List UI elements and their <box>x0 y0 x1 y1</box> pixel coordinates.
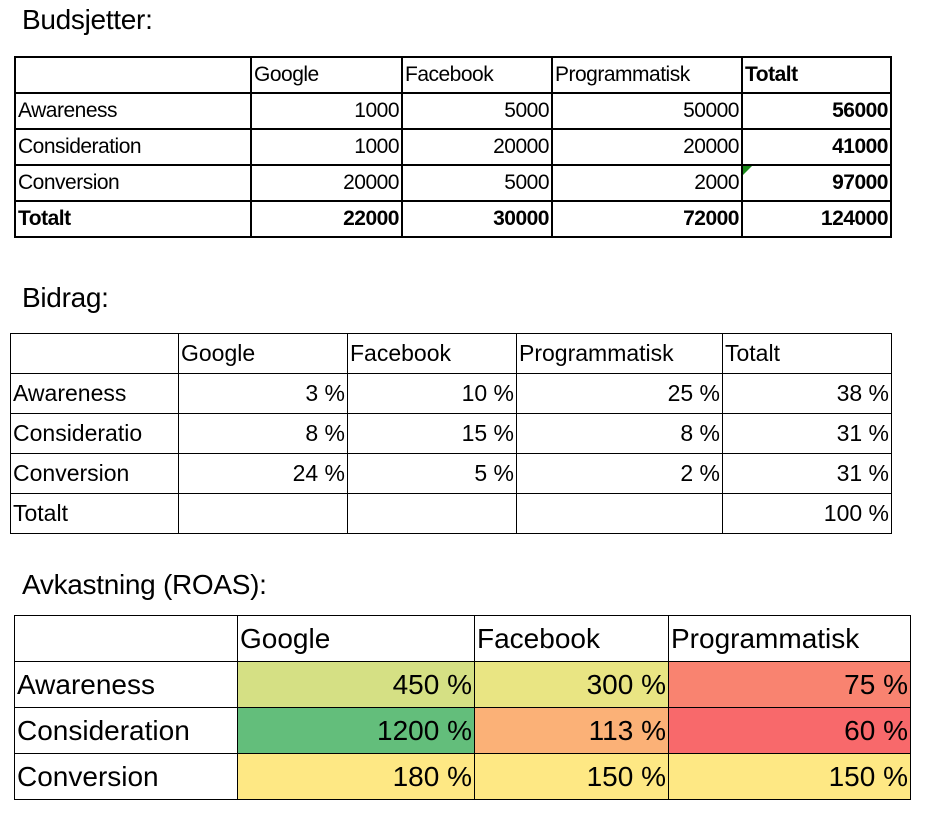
row-label[interactable]: Totalt <box>10 493 179 534</box>
row-label[interactable]: Totalt <box>14 200 252 238</box>
table-row: Consideration 1200 % 113 % 60 % <box>14 707 911 754</box>
value-cell[interactable]: 2 % <box>516 453 723 494</box>
value-cell[interactable]: 8 % <box>178 413 348 454</box>
total-cell[interactable]: 124000 <box>741 200 892 238</box>
row-label[interactable]: Awareness <box>10 373 179 414</box>
column-header[interactable]: Programmatisk <box>668 615 911 662</box>
table-row: Conversion 180 % 150 % 150 % <box>14 753 911 800</box>
value-cell[interactable]: 15 % <box>347 413 517 454</box>
table-row: Totalt 100 % <box>10 493 892 534</box>
row-label[interactable]: Consideratio <box>10 413 179 454</box>
value-cell[interactable]: 1200 % <box>237 707 475 754</box>
table-row: Awareness 450 % 300 % 75 % <box>14 661 911 708</box>
value-cell[interactable] <box>178 493 348 534</box>
column-header[interactable]: Programmatisk <box>516 333 723 374</box>
value-cell[interactable] <box>516 493 723 534</box>
column-header[interactable]: Facebook <box>401 56 553 94</box>
total-cell[interactable]: 56000 <box>741 92 892 130</box>
column-header[interactable] <box>10 333 179 374</box>
value-cell[interactable]: 60 % <box>668 707 911 754</box>
value-cell[interactable]: 20000 <box>250 164 403 202</box>
header-row: Google Facebook Programmatisk Totalt <box>10 333 892 374</box>
row-label[interactable]: Awareness <box>14 661 238 708</box>
value-cell[interactable]: 22000 <box>250 200 403 238</box>
value-cell[interactable]: 31 % <box>722 453 892 494</box>
value-cell[interactable]: 75 % <box>668 661 911 708</box>
value-cell[interactable]: 31 % <box>722 413 892 454</box>
table-row: Conversion 24 % 5 % 2 % 31 % <box>10 453 892 494</box>
header-row: Google Facebook Programmatisk Totalt <box>14 56 892 94</box>
column-header[interactable]: Facebook <box>347 333 517 374</box>
value-cell[interactable]: 20000 <box>401 128 553 166</box>
value-cell[interactable]: 5000 <box>401 92 553 130</box>
contribution-title: Bidrag: <box>22 282 109 313</box>
value-cell[interactable]: 8 % <box>516 413 723 454</box>
value-cell[interactable]: 20000 <box>551 128 743 166</box>
value-cell[interactable]: 50000 <box>551 92 743 130</box>
value-cell[interactable]: 24 % <box>178 453 348 494</box>
roas-title: Avkastning (ROAS): <box>22 569 267 600</box>
value-cell[interactable] <box>347 493 517 534</box>
value-cell[interactable]: 1000 <box>250 92 403 130</box>
column-header[interactable]: Totalt <box>722 333 892 374</box>
column-header[interactable]: Google <box>178 333 348 374</box>
budget-table: Google Facebook Programmatisk Totalt Awarene… <box>14 56 892 238</box>
column-header[interactable]: Totalt <box>741 56 892 94</box>
column-header[interactable] <box>14 615 238 662</box>
total-cell[interactable]: 97000 <box>741 164 892 202</box>
row-label[interactable]: Consideration <box>14 128 252 166</box>
error-indicator-icon <box>744 167 752 175</box>
value-cell[interactable]: 1000 <box>250 128 403 166</box>
column-header[interactable]: Google <box>250 56 403 94</box>
value-cell[interactable]: 450 % <box>237 661 475 708</box>
row-label[interactable]: Consideration <box>14 707 238 754</box>
table-row: Consideration 1000 20000 20000 41000 <box>14 128 892 166</box>
column-header[interactable]: Programmatisk <box>551 56 743 94</box>
budget-title: Budsjetter: <box>22 4 153 35</box>
row-label[interactable]: Conversion <box>14 164 252 202</box>
row-label[interactable]: Awareness <box>14 92 252 130</box>
row-label[interactable]: Conversion <box>14 753 238 800</box>
value-cell[interactable]: 38 % <box>722 373 892 414</box>
header-row: Google Facebook Programmatisk <box>14 615 911 662</box>
value-cell[interactable]: 5000 <box>401 164 553 202</box>
total-cell[interactable]: 41000 <box>741 128 892 166</box>
column-header[interactable]: Google <box>237 615 475 662</box>
value-cell[interactable]: 3 % <box>178 373 348 414</box>
table-row: Awareness 3 % 10 % 25 % 38 % <box>10 373 892 414</box>
value-cell[interactable]: 25 % <box>516 373 723 414</box>
table-row: Conversion 20000 5000 2000 97000 <box>14 164 892 202</box>
value-cell[interactable]: 150 % <box>474 753 669 800</box>
value-cell[interactable]: 2000 <box>551 164 743 202</box>
column-header[interactable]: Facebook <box>474 615 669 662</box>
value-cell[interactable]: 113 % <box>474 707 669 754</box>
value-cell[interactable]: 300 % <box>474 661 669 708</box>
value-cell[interactable]: 30000 <box>401 200 553 238</box>
table-row: Consideratio 8 % 15 % 8 % 31 % <box>10 413 892 454</box>
value-cell[interactable]: 100 % <box>722 493 892 534</box>
value-cell[interactable]: 150 % <box>668 753 911 800</box>
roas-table: Google Facebook Programmatisk Awareness 450 … <box>14 615 911 800</box>
table-row: Totalt 22000 30000 72000 124000 <box>14 200 892 238</box>
value-cell[interactable]: 180 % <box>237 753 475 800</box>
row-label[interactable]: Conversion <box>10 453 179 494</box>
contribution-table: Google Facebook Programmatisk Totalt Awarene… <box>10 333 892 534</box>
value-cell[interactable]: 10 % <box>347 373 517 414</box>
table-row: Awareness 1000 5000 50000 56000 <box>14 92 892 130</box>
column-header[interactable] <box>14 56 252 94</box>
value-cell[interactable]: 5 % <box>347 453 517 494</box>
value-cell[interactable]: 72000 <box>551 200 743 238</box>
